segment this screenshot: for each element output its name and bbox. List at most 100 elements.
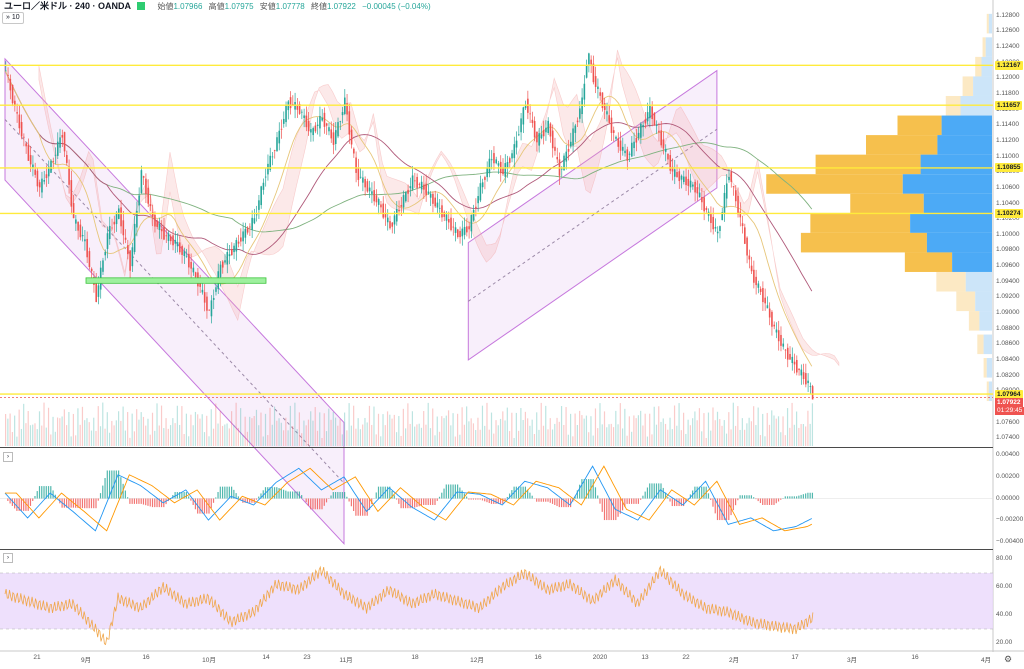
macd-histogram-bar-28 bbox=[37, 491, 38, 498]
macd-histogram-bar-130 bbox=[152, 499, 153, 508]
macd-histogram-bar-698 bbox=[794, 496, 795, 498]
volume-profile-ask-10 bbox=[810, 213, 910, 233]
volume-profile-ask-8 bbox=[766, 174, 903, 194]
candle-body-306 bbox=[351, 130, 353, 145]
gear-icon[interactable]: ⚙ bbox=[1004, 654, 1012, 665]
volume-bar-378 bbox=[432, 408, 433, 446]
volume-bar-304 bbox=[349, 403, 350, 446]
volume-profile-ask-13 bbox=[936, 272, 965, 292]
volume-bar-218 bbox=[251, 418, 252, 446]
candle-body-360 bbox=[412, 175, 414, 189]
candle-body-692 bbox=[787, 348, 789, 360]
candle-body-486 bbox=[554, 147, 556, 151]
macd-histogram-bar-424 bbox=[484, 499, 485, 502]
candle-body-12 bbox=[19, 115, 21, 129]
candle-body-124 bbox=[145, 179, 147, 194]
macd-histogram-bar-116 bbox=[136, 499, 137, 504]
volume-bar-52 bbox=[64, 409, 65, 446]
volume-bar-434 bbox=[495, 420, 496, 446]
symbol-title[interactable]: ユーロ／米ドル · 240 · OANDA bbox=[4, 1, 131, 11]
volume-bar-346 bbox=[396, 432, 397, 446]
candle-body-320 bbox=[367, 181, 369, 191]
macd-histogram-bar-270 bbox=[310, 499, 311, 510]
price-tick-label: 1.09400 bbox=[996, 278, 1020, 286]
candle-body-106 bbox=[125, 238, 127, 240]
candle-body-610 bbox=[694, 182, 696, 193]
candle-body-492 bbox=[561, 169, 563, 170]
macd-histogram-bar-684 bbox=[778, 499, 779, 502]
macd-histogram-bar-106 bbox=[125, 491, 126, 499]
macd-histogram-bar-304 bbox=[349, 499, 350, 502]
volume-bar-688 bbox=[782, 416, 783, 446]
macd-histogram-bar-370 bbox=[423, 499, 424, 505]
candle-body-606 bbox=[690, 181, 692, 188]
macd-histogram-bar-280 bbox=[321, 499, 322, 510]
candle-body-346 bbox=[396, 209, 398, 221]
volume-bar-60 bbox=[73, 414, 74, 446]
candle-body-44 bbox=[55, 155, 57, 156]
candle-body-470 bbox=[536, 132, 538, 143]
volume-bar-300 bbox=[344, 413, 345, 446]
rsi-collapse-icon[interactable]: › bbox=[3, 553, 13, 563]
candle-body-96 bbox=[113, 222, 115, 225]
macd-histogram-bar-300 bbox=[344, 492, 345, 498]
indicator-toggle-button[interactable]: » 10 bbox=[2, 12, 24, 24]
volume-profile-bid-15 bbox=[979, 311, 992, 331]
candle-body-466 bbox=[532, 120, 534, 123]
candle-body-448 bbox=[511, 153, 513, 158]
level-price-label: 1.10855 bbox=[995, 163, 1023, 172]
macd-histogram-bar-394 bbox=[450, 484, 451, 498]
candle-body-544 bbox=[620, 141, 622, 151]
candle-body-426 bbox=[486, 167, 488, 177]
candle-body-274 bbox=[315, 126, 317, 132]
macd-histogram-bar-76 bbox=[91, 499, 92, 509]
volume-bar-264 bbox=[303, 421, 304, 446]
candle-body-150 bbox=[175, 240, 177, 244]
time-tick-label: 18 bbox=[411, 654, 418, 661]
volume-bar-442 bbox=[504, 420, 505, 446]
volume-bar-418 bbox=[477, 418, 478, 446]
volume-bar-286 bbox=[328, 409, 329, 446]
candle-body-352 bbox=[403, 195, 405, 207]
volume-bar-372 bbox=[425, 425, 426, 446]
candle-body-506 bbox=[577, 121, 579, 122]
volume-bar-376 bbox=[430, 428, 431, 446]
volume-profile-ask-3 bbox=[963, 76, 974, 96]
volume-bar-236 bbox=[272, 425, 273, 446]
macd-histogram-bar-328 bbox=[376, 492, 377, 498]
volume-bar-260 bbox=[299, 412, 300, 446]
volume-bar-544 bbox=[620, 403, 621, 446]
price-tick-label: 1.09200 bbox=[996, 293, 1020, 301]
volume-bar-382 bbox=[437, 417, 438, 446]
volume-bar-170 bbox=[197, 414, 198, 446]
volume-bar-464 bbox=[529, 426, 530, 446]
macd-histogram-bar-528 bbox=[602, 499, 603, 512]
candle-body-34 bbox=[43, 180, 45, 182]
candle-body-380 bbox=[434, 198, 436, 207]
macd-histogram-bar-444 bbox=[507, 497, 508, 499]
candle-body-682 bbox=[776, 330, 778, 333]
macd-histogram-bar-568 bbox=[647, 488, 648, 499]
macd-histogram-bar-74 bbox=[89, 499, 90, 509]
volume-profile-ask-15 bbox=[969, 311, 980, 331]
pane-divider-rsi[interactable] bbox=[0, 549, 993, 550]
candle-body-238 bbox=[274, 150, 276, 151]
pane-divider-macd[interactable] bbox=[0, 447, 993, 448]
macd-collapse-icon[interactable]: › bbox=[3, 452, 13, 462]
candle-body-372 bbox=[425, 184, 427, 195]
candle-body-564 bbox=[642, 125, 644, 127]
volume-bar-580 bbox=[660, 422, 661, 446]
candle-body-20 bbox=[28, 145, 30, 161]
volume-bar-114 bbox=[134, 431, 135, 446]
candle-body-658 bbox=[749, 256, 751, 260]
chart-legend: ユーロ／米ドル · 240 · OANDA 始値1.07966 高値1.0797… bbox=[0, 0, 800, 14]
volume-bar-648 bbox=[737, 406, 738, 446]
macd-histogram-bar-646 bbox=[735, 499, 736, 506]
volume-bar-574 bbox=[654, 407, 655, 446]
volume-bar-98 bbox=[116, 420, 117, 446]
macd-histogram-bar-372 bbox=[425, 499, 426, 505]
volume-bar-618 bbox=[703, 413, 704, 446]
candle-body-596 bbox=[678, 171, 680, 181]
